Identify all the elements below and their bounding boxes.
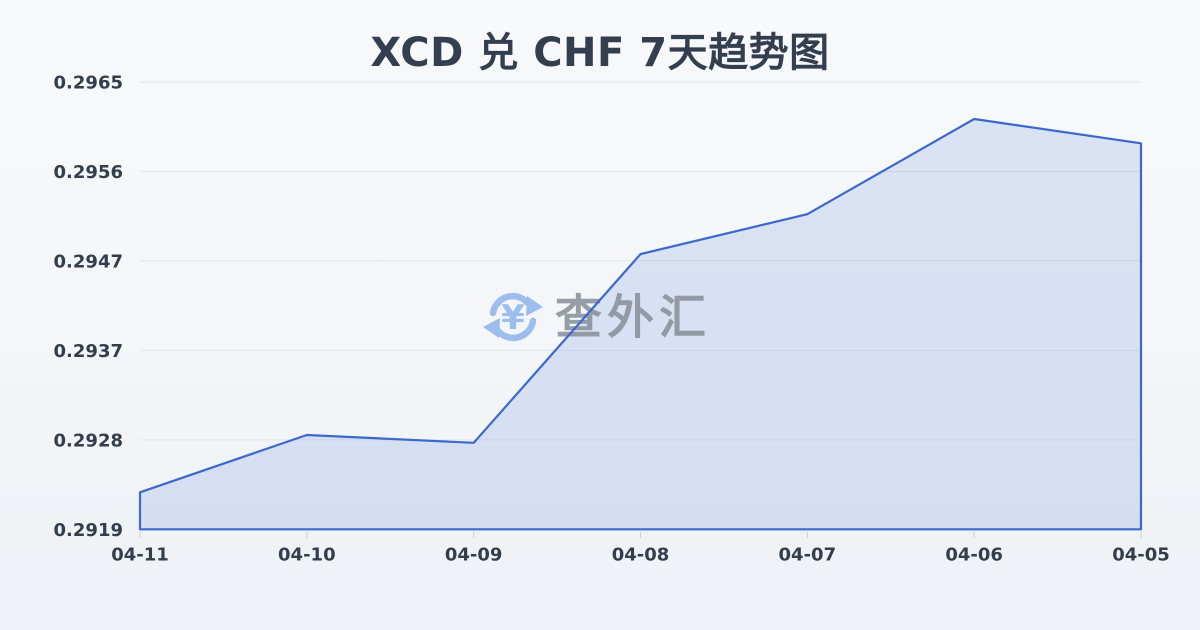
- y-axis-label: 0.2919: [54, 520, 123, 541]
- y-axis-label: 0.2956: [54, 162, 123, 183]
- svg-text:¥: ¥: [501, 298, 525, 338]
- y-axis-label: 0.2947: [54, 251, 123, 272]
- x-axis-label: 04-09: [445, 544, 503, 565]
- trend-line: [138, 117, 1143, 531]
- watermark-text: 查外汇: [555, 291, 711, 346]
- x-axis-label: 04-10: [278, 544, 336, 565]
- x-axis-label: 04-08: [612, 544, 670, 565]
- x-axis-label: 04-07: [779, 544, 837, 565]
- chart-title: XCD 兑 CHF 7天趋势图: [370, 30, 830, 76]
- currency-exchange-icon: ¥: [483, 292, 543, 342]
- area-fill: [140, 119, 1141, 530]
- x-axis-label: 04-06: [945, 544, 1003, 565]
- watermark: ¥ 查外汇: [483, 291, 711, 346]
- y-axis-label: 0.2937: [54, 341, 123, 362]
- y-axis-label: 0.2928: [54, 430, 123, 451]
- x-axis-label: 04-05: [1112, 544, 1170, 565]
- y-axis-label: 0.2965: [54, 73, 123, 94]
- x-axis-label: 04-11: [111, 544, 169, 565]
